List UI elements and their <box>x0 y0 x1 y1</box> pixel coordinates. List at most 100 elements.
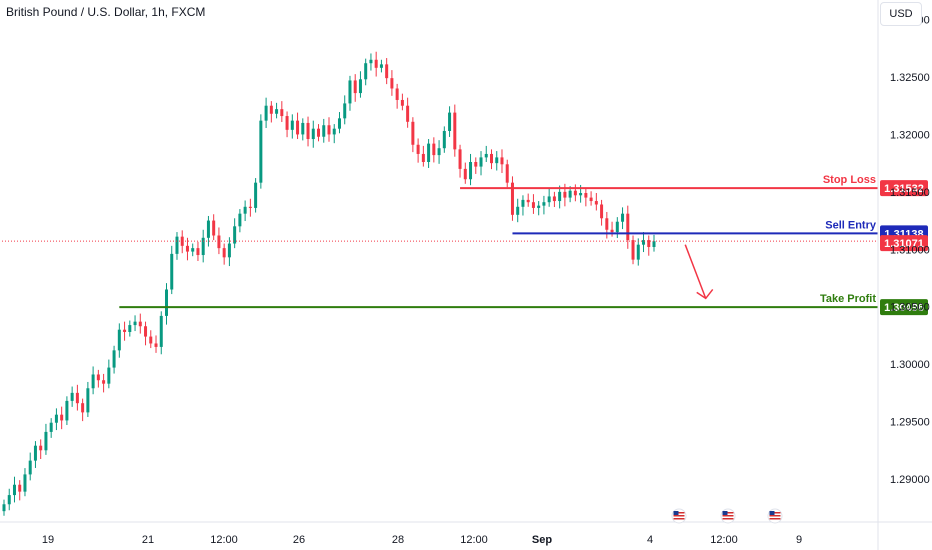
candle-body <box>327 125 331 135</box>
candle-body <box>348 80 352 104</box>
price-tick-label: 1.31500 <box>890 187 930 199</box>
candle-body <box>615 221 619 233</box>
candle-body <box>406 105 410 122</box>
candle-body <box>217 235 221 249</box>
price-tick-label: 1.29000 <box>890 474 930 486</box>
candle-body <box>537 205 541 208</box>
candle-body <box>233 226 237 244</box>
candle-body <box>201 237 205 256</box>
candle-body <box>75 392 79 404</box>
time-axis[interactable]: 19 21 12:00 26 28 12:00 Sep 4 12:00 9 <box>0 521 932 546</box>
candle-body <box>191 248 195 252</box>
candle-body <box>70 392 74 401</box>
time-tick-label: 12:00 <box>460 534 488 546</box>
candle-body <box>400 99 404 106</box>
candle-body <box>264 105 268 121</box>
candle-body <box>516 206 520 215</box>
economic-events <box>671 508 783 524</box>
candle-body <box>510 182 514 215</box>
candle-body <box>243 206 247 214</box>
candle-body <box>7 495 11 505</box>
candle-body <box>44 431 48 451</box>
candle-body <box>259 120 263 183</box>
candle-body <box>453 112 457 150</box>
candle-body <box>594 201 598 205</box>
level-price-text: 1.30496 <box>884 302 924 314</box>
time-tick-label: 12:00 <box>210 534 238 546</box>
candle-body <box>222 248 226 258</box>
candle-body <box>117 329 121 351</box>
candle-body <box>626 213 630 241</box>
candle-body <box>91 374 95 389</box>
candle-body <box>238 213 242 227</box>
candle-body <box>379 64 383 68</box>
price-tick-label: 1.30500 <box>890 302 930 314</box>
time-tick-label: 4 <box>647 534 653 546</box>
us-flag-event-icon[interactable] <box>720 508 736 524</box>
candle-body <box>227 243 231 258</box>
candle-body <box>584 193 588 198</box>
candle-body <box>60 414 64 421</box>
candle-body <box>212 220 216 236</box>
candle-body <box>589 197 593 202</box>
candle-body <box>573 190 577 196</box>
candle-body <box>196 248 200 256</box>
currency-button[interactable]: USD <box>880 2 922 26</box>
price-tick-label: 1.29500 <box>890 417 930 429</box>
candle-body <box>500 157 504 165</box>
candle-body <box>102 380 106 384</box>
candle-body <box>631 240 635 260</box>
candle-body <box>165 289 168 316</box>
candle-body <box>605 218 609 230</box>
candle-body <box>144 326 148 337</box>
candle-body <box>505 164 509 183</box>
candle-body <box>563 191 567 198</box>
candle-body <box>479 157 483 167</box>
candle-body <box>395 88 399 100</box>
candle-body <box>647 240 651 247</box>
candle-body <box>39 445 43 451</box>
candle-body <box>547 196 551 203</box>
candle-body <box>558 191 562 202</box>
candle-body <box>306 122 310 140</box>
candle-body <box>390 78 394 89</box>
candle-body <box>552 196 556 202</box>
candle-body <box>621 213 625 222</box>
candle-body <box>159 315 163 347</box>
candle-body <box>411 121 415 145</box>
candle-body <box>437 148 441 156</box>
candle-body <box>128 325 132 332</box>
candle-body <box>343 103 347 119</box>
candle-body <box>2 504 6 512</box>
candle-body <box>280 109 284 117</box>
current-price-badge <box>880 235 928 252</box>
candle-body <box>369 59 373 64</box>
candle-body <box>33 445 37 461</box>
candle-body <box>416 144 420 154</box>
candle-body <box>123 329 127 332</box>
level-price-badge <box>880 180 928 197</box>
level-label: Take Profit <box>820 293 876 305</box>
level-label: Sell Entry <box>825 219 877 231</box>
us-flag-event-icon[interactable] <box>767 508 783 524</box>
candle-body <box>185 245 189 252</box>
current-price-text: 1.31071 <box>884 238 924 250</box>
projection-arrow <box>684 244 707 299</box>
candle-body <box>317 128 321 137</box>
candle-body <box>86 388 90 413</box>
price-axis[interactable]: 1.29000 1.29500 1.30000 1.30500 1.31000 1.315… <box>877 0 930 550</box>
candle-body <box>600 204 604 219</box>
candle-body <box>526 199 530 203</box>
candle-body <box>484 153 488 158</box>
candle-body <box>610 229 614 233</box>
us-flag-event-icon[interactable] <box>671 508 687 524</box>
candle-body <box>442 130 446 149</box>
level-label: Stop Loss <box>823 174 876 186</box>
candle-body <box>107 367 111 384</box>
candle-body <box>65 400 69 421</box>
candle-body <box>458 149 462 169</box>
candle-body <box>474 161 478 167</box>
candle-body <box>568 190 572 198</box>
candle-body <box>49 422 53 432</box>
